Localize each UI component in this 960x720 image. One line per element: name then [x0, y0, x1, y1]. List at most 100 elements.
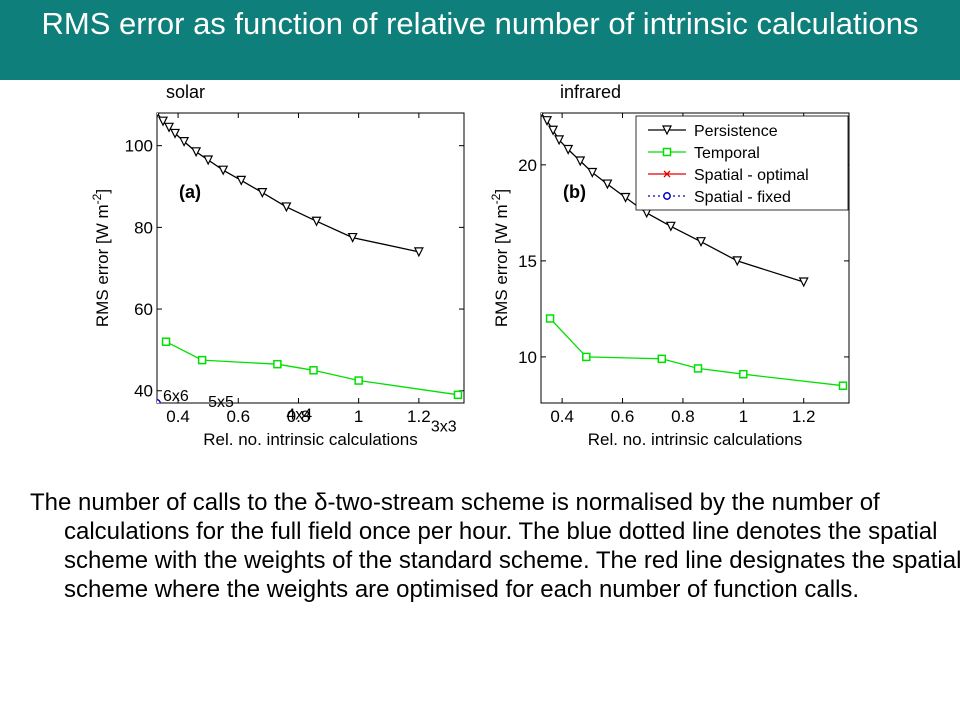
- data-point-persistence: [798, 277, 809, 288]
- data-point-spatial_fixed: [541, 402, 542, 403]
- data-point-persistence: [218, 165, 229, 176]
- x-axis-label: Rel. no. intrinsic calculations: [203, 430, 417, 449]
- panel-title-infrared: infrared: [560, 82, 622, 102]
- series-line-temporal: [165, 341, 459, 396]
- plot-frame-a: [156, 112, 465, 404]
- data-point-spatial_fixed: [583, 413, 589, 419]
- data-point-persistence: [170, 128, 181, 139]
- chart-area: 0.4 0.6 0.8 1 1.2 40 60 80 100 Rel. no. intrinsic…: [90, 112, 850, 449]
- y-tick-label: 60: [134, 300, 153, 319]
- data-point-spatial_optimal: [154, 404, 160, 410]
- data-point-temporal: [453, 390, 463, 400]
- data-point-persistence: [191, 147, 202, 158]
- data-point-persistence: [542, 116, 553, 127]
- y-axis-label-main: RMS error [W m: [93, 204, 112, 327]
- y-tick-label: 20: [518, 156, 537, 175]
- data-point-persistence: [602, 179, 613, 190]
- series-group-b: [538, 113, 848, 439]
- x-tick-label: 1.2: [407, 407, 431, 426]
- x-tick-label: 1: [354, 407, 363, 426]
- data-point-spatial_fixed: [665, 423, 671, 429]
- panel-title-solar: solar: [166, 82, 206, 102]
- data-point-spatial_fixed: [199, 412, 205, 418]
- data-point-temporal: [309, 366, 318, 375]
- legend-marker-temporal: [662, 147, 672, 157]
- data-point-temporal: [545, 314, 555, 323]
- data-point-persistence: [541, 113, 544, 119]
- y-tick-label: 15: [518, 252, 537, 271]
- x-tick-label: 0.6: [226, 407, 250, 426]
- data-point-spatial_optimal: [455, 437, 461, 443]
- y-tick-label: 40: [134, 382, 153, 401]
- data-point-spatial_optimal: [199, 412, 205, 418]
- legend-marker-spatial_fixed: [663, 192, 671, 200]
- x-tick-label: 0.8: [671, 407, 695, 426]
- data-point-persistence: [179, 136, 190, 147]
- y-axis-label-main: RMS error [W m: [492, 204, 511, 327]
- legend-marker-persistence: [662, 125, 672, 136]
- data-point-temporal: [739, 369, 748, 379]
- y-axis-label-sup: -2: [90, 193, 104, 204]
- data-point-temporal: [354, 376, 363, 385]
- y-axis-label-close: ]: [492, 189, 511, 194]
- data-point-persistence: [563, 144, 574, 155]
- data-point-persistence: [554, 135, 565, 146]
- data-point-spatial_optimal: [840, 433, 846, 439]
- legend-entry: Spatial - optimal: [694, 167, 809, 184]
- data-point-temporal: [838, 381, 848, 390]
- data-point-spatial_fixed: [455, 437, 461, 443]
- data-point-persistence: [548, 125, 559, 136]
- x-tick-label: 1: [739, 407, 748, 426]
- data-point-temporal: [657, 354, 667, 364]
- data-point-persistence: [236, 175, 247, 186]
- data-point-persistence: [413, 247, 424, 258]
- legend-entry: Temporal: [694, 145, 760, 162]
- x-tick-label: 0.6: [611, 407, 635, 426]
- y-tick-label: 10: [518, 348, 537, 367]
- slide-title: RMS error as function of relative number…: [41, 6, 919, 41]
- x-tick-label: 0.4: [166, 407, 190, 426]
- data-point-persistence: [203, 155, 214, 166]
- series-group-a: [154, 113, 463, 443]
- data-point-persistence: [281, 202, 292, 213]
- caption-text: The number of calls to the δ-two-stream …: [30, 489, 960, 603]
- legend-entry: Spatial - fixed: [694, 189, 791, 206]
- y-axis-label-sup: -2: [489, 193, 503, 204]
- x-tick-label: 0.8: [287, 407, 311, 426]
- data-point-persistence: [164, 122, 175, 133]
- x-tick-label: 1.2: [792, 407, 816, 426]
- data-point-persistence: [732, 256, 743, 267]
- y-axis-label: RMS error [W m-2]: [489, 189, 511, 327]
- data-point-persistence: [620, 192, 631, 203]
- data-point-persistence: [665, 221, 676, 232]
- legend-box: [635, 115, 849, 211]
- data-point-temporal: [693, 364, 703, 373]
- data-point-spatial_optimal: [538, 408, 544, 414]
- data-point-persistence: [311, 216, 322, 227]
- data-point-persistence: [347, 232, 358, 243]
- grid-size-annotation: 5x5: [208, 394, 234, 411]
- title-bar: [0, 0, 960, 80]
- legend-marker-spatial_optimal: [663, 170, 671, 178]
- data-point-temporal: [273, 359, 282, 369]
- data-point-spatial_fixed: [157, 399, 161, 403]
- grid-size-annotation: 4x4: [286, 406, 312, 423]
- data-point-persistence: [158, 116, 168, 127]
- data-point-temporal: [197, 355, 207, 365]
- data-point-persistence: [696, 237, 707, 248]
- y-axis-label: RMS error [W m-2]: [90, 189, 112, 327]
- data-point-persistence: [587, 167, 598, 178]
- data-point-temporal: [582, 352, 591, 362]
- plot-frame-b: [540, 112, 850, 404]
- x-tick-label: 0.4: [550, 407, 574, 426]
- x-axis-label: Rel. no. intrinsic calculations: [588, 430, 802, 449]
- data-point-spatial_fixed: [840, 432, 846, 438]
- panel-label-b: (b): [563, 182, 586, 202]
- series-line-temporal: [549, 318, 844, 387]
- data-point-spatial_optimal: [583, 419, 589, 425]
- grid-size-annotation: 6x6: [163, 388, 189, 405]
- panel-label-a: (a): [179, 182, 201, 202]
- data-point-temporal: [161, 337, 171, 346]
- y-axis-label-close: ]: [93, 189, 112, 194]
- y-tick-label: 100: [125, 137, 153, 156]
